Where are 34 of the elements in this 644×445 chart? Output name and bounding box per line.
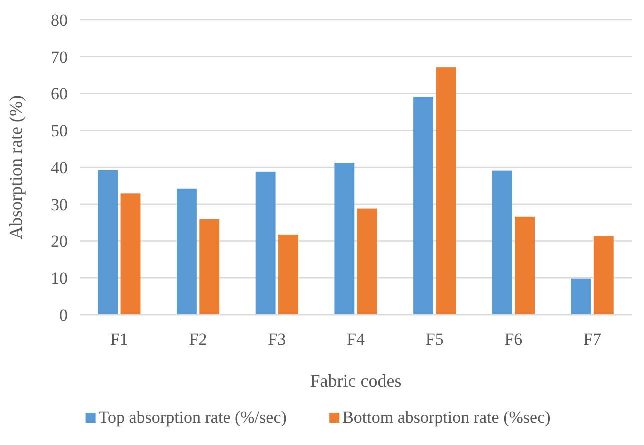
x-tick-label: F3 — [268, 330, 286, 349]
x-tick-label: F1 — [110, 330, 128, 349]
bar — [98, 170, 118, 315]
bar — [414, 97, 434, 315]
y-tick-label: 50 — [51, 122, 68, 141]
x-tick-label: F2 — [189, 330, 208, 349]
y-tick-label: 80 — [51, 10, 68, 30]
y-tick-label: 20 — [51, 232, 68, 252]
y-axis-title: Absorption rate (%) — [6, 96, 26, 240]
x-tick-label: F7 — [584, 330, 602, 349]
bar — [571, 278, 592, 315]
bar — [357, 208, 378, 315]
bar — [515, 216, 536, 315]
y-tick-label: 30 — [51, 195, 68, 214]
bar — [256, 172, 276, 315]
x-axis-title: Fabric codes — [310, 371, 402, 391]
bar — [334, 163, 355, 315]
x-tick-label: F4 — [347, 330, 366, 349]
y-tick-label: 0 — [60, 306, 68, 325]
bar — [436, 68, 456, 315]
bar — [120, 194, 141, 315]
y-tick-label: 70 — [51, 48, 68, 67]
x-tick-label: F5 — [426, 330, 444, 349]
legend-label: Bottom absorption rate (%sec) — [342, 408, 551, 427]
y-tick-label: 40 — [51, 158, 68, 178]
bar — [200, 219, 220, 315]
legend-label: Top absorption rate (%/sec) — [98, 408, 287, 427]
y-tick-label: 60 — [51, 84, 68, 104]
bar — [492, 170, 512, 315]
x-tick-label: F6 — [504, 330, 523, 349]
bar — [278, 234, 298, 315]
y-tick-label: 10 — [51, 269, 68, 288]
bar — [176, 188, 197, 315]
bar — [594, 236, 614, 315]
